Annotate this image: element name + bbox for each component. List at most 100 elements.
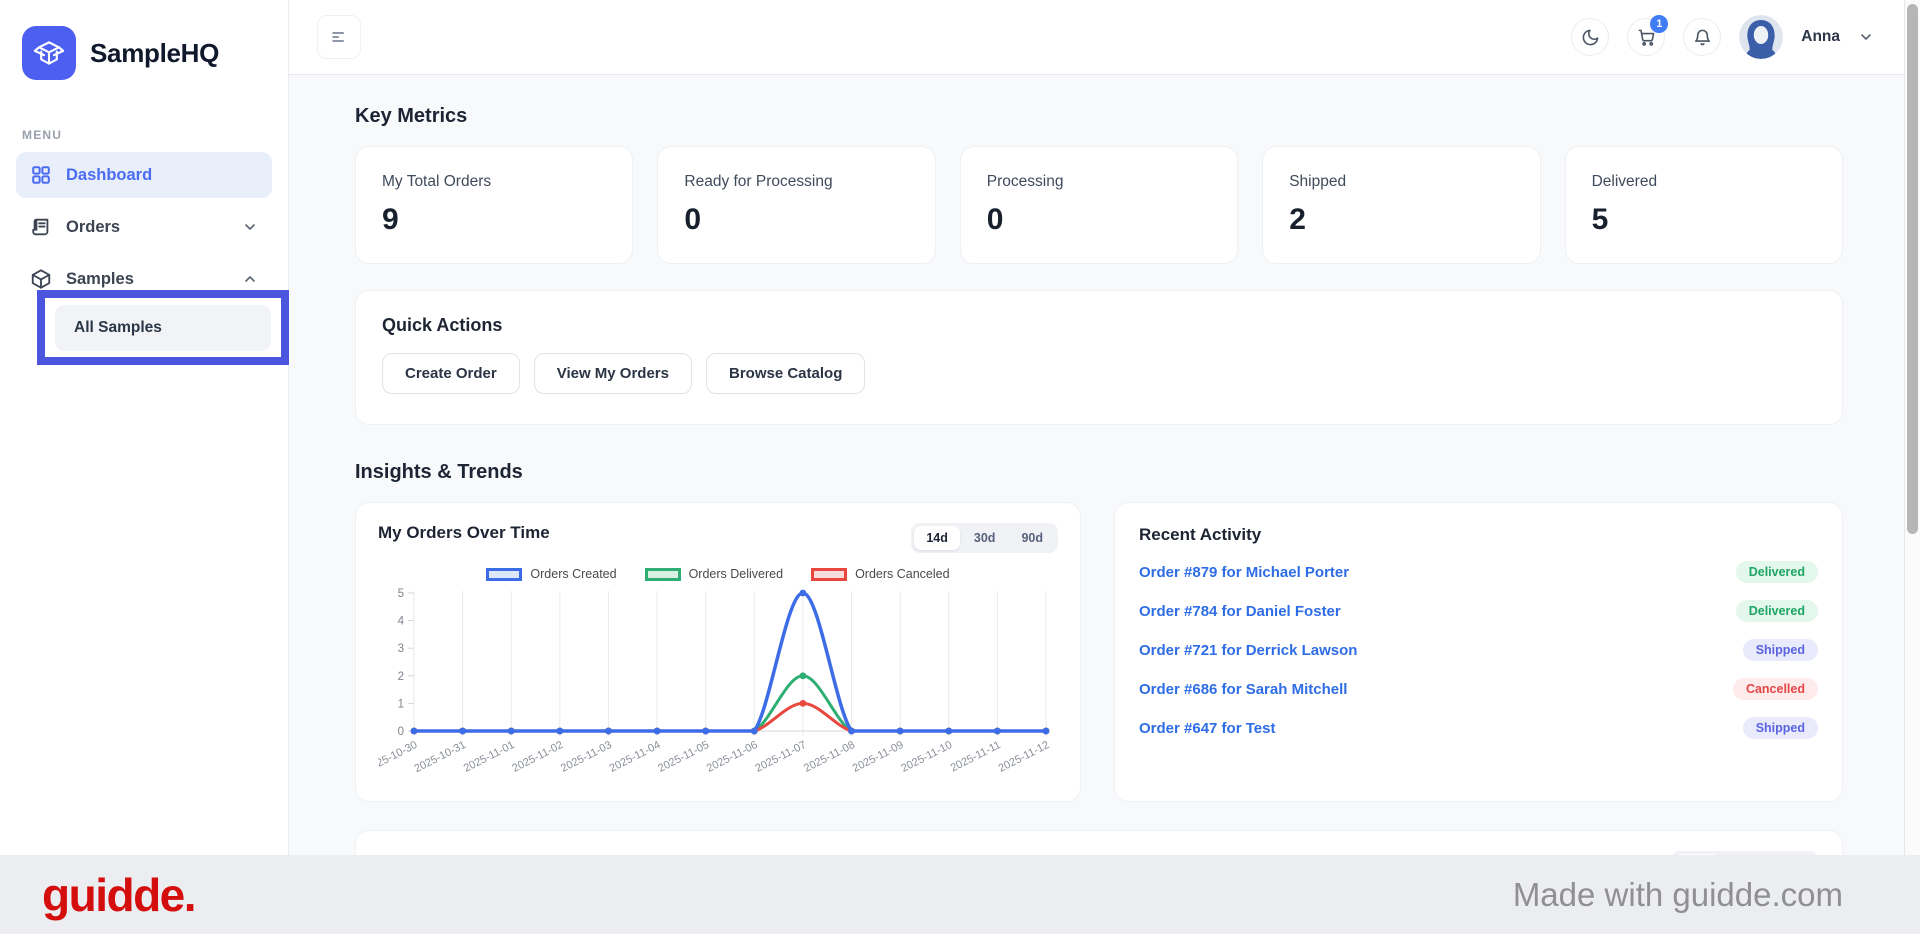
legend-item[interactable]: Orders Canceled: [811, 567, 950, 581]
activity-row: Order #647 for Test Shipped: [1139, 716, 1818, 740]
range-option-90d[interactable]: 90d: [1021, 531, 1043, 545]
notifications-button[interactable]: [1683, 18, 1722, 56]
browse-catalog-button[interactable]: Browse Catalog: [706, 353, 866, 394]
status-badge: Cancelled: [1732, 678, 1818, 700]
view-my-orders-button[interactable]: View My Orders: [533, 353, 692, 394]
sidebar-item-label: Orders: [66, 217, 121, 236]
legend-item[interactable]: Orders Delivered: [644, 567, 784, 581]
range-option-14d[interactable]: 14d: [914, 526, 960, 550]
metric-card: Shipped 2: [1262, 146, 1541, 264]
metric-value: 0: [986, 203, 1004, 236]
legend-label: Orders Created: [530, 567, 617, 581]
moon-icon: [1582, 29, 1599, 45]
svg-text:3: 3: [398, 643, 404, 655]
recent-activity-title: Recent Activity: [1139, 525, 1262, 544]
footer-credit: Made with guidde.com: [1512, 875, 1843, 913]
svg-text:5: 5: [398, 588, 404, 600]
sidebar-toggle-button[interactable]: [317, 15, 361, 59]
chevron-down-icon: [245, 224, 255, 230]
metric-label: Ready for Processing: [684, 173, 833, 190]
legend-swatch-icon: [486, 567, 523, 581]
menu-section-label: MENU: [22, 128, 63, 142]
status-badge: Delivered: [1735, 561, 1818, 583]
svg-text:2025-11-06: 2025-11-06: [705, 739, 760, 775]
metric-card: Delivered 5: [1564, 146, 1843, 264]
chart-range-toggle: 14d 30d 90d: [911, 523, 1058, 553]
svg-text:2025-11-02: 2025-11-02: [510, 739, 565, 775]
status-badge: Delivered: [1735, 600, 1818, 622]
quick-actions-card: Quick Actions Create Order View My Orders…: [355, 290, 1843, 425]
range-option-30d[interactable]: 30d: [973, 531, 996, 545]
metrics-row: My Total Orders 9 Ready for Processing 0 Pro…: [355, 146, 1843, 264]
svg-text:0: 0: [398, 726, 404, 738]
legend-item[interactable]: Orders Created: [486, 567, 617, 581]
insights-row: My Orders Over Time 14d 30d 90d Orders Cre…: [355, 502, 1843, 802]
metric-value: 9: [382, 203, 399, 236]
scrollbar-thumb[interactable]: [1907, 4, 1918, 534]
sidebar-item-all-samples[interactable]: All Samples: [55, 304, 271, 351]
insights-title: Insights & Trends: [355, 461, 523, 483]
menu-icon: [332, 32, 344, 42]
svg-text:2025-11-10: 2025-11-10: [899, 739, 954, 775]
quick-actions-buttons: Create Order View My Orders Browse Catalog: [382, 353, 1816, 394]
activity-row: Order #686 for Sarah Mitchell Cancelled: [1139, 677, 1818, 701]
sidebar-item-label: Samples: [66, 269, 134, 288]
topbar: 1 Anna: [289, 0, 1904, 75]
status-badge: Shipped: [1742, 639, 1818, 661]
avatar[interactable]: [1739, 15, 1784, 59]
samples-icon: [31, 269, 51, 289]
orders-icon: [32, 218, 49, 236]
create-order-button[interactable]: Create Order: [382, 353, 520, 394]
order-link[interactable]: Order #879 for Michael Porter: [1139, 563, 1350, 581]
app-title: SampleHQ: [90, 37, 220, 68]
metric-card: Processing 0: [959, 146, 1239, 264]
legend-label: Orders Delivered: [688, 567, 784, 581]
sidebar-item-samples[interactable]: Samples: [16, 256, 272, 302]
metric-card: My Total Orders 9: [355, 146, 634, 264]
recent-activity-list: Order #879 for Michael Porter Delivered Or…: [1139, 560, 1818, 740]
bell-icon: [1694, 29, 1710, 45]
topbar-actions: 1 Anna: [1571, 15, 1874, 59]
svg-text:2025-11-01: 2025-11-01: [462, 739, 517, 775]
click-highlight-box: All Samples: [37, 290, 289, 365]
chart-legend: Orders Created Orders Delivered Orders Can…: [378, 567, 1058, 581]
metric-label: Delivered: [1591, 173, 1658, 190]
metric-value: 5: [1591, 203, 1609, 236]
sidebar-item-label: Dashboard: [66, 165, 153, 184]
svg-text:2025-11-09: 2025-11-09: [851, 739, 906, 775]
status-badge: Shipped: [1742, 717, 1818, 739]
svg-text:2025-10-30: 2025-10-30: [378, 739, 419, 775]
chevron-down-icon: [1861, 34, 1871, 40]
guidde-logo: guidde.: [42, 868, 197, 921]
order-link[interactable]: Order #647 for Test: [1139, 719, 1276, 737]
sidebar-item-dashboard[interactable]: Dashboard: [16, 152, 272, 198]
svg-text:1: 1: [398, 698, 404, 710]
activity-row: Order #879 for Michael Porter Delivered: [1139, 560, 1818, 584]
order-link[interactable]: Order #686 for Sarah Mitchell: [1139, 680, 1348, 698]
chevron-up-icon: [245, 276, 255, 282]
quick-actions-title: Quick Actions: [382, 315, 503, 335]
user-name: Anna: [1801, 28, 1840, 45]
svg-text:2025-11-07: 2025-11-07: [753, 739, 808, 775]
order-link[interactable]: Order #721 for Derrick Lawson: [1139, 641, 1358, 659]
guidde-footer: guidde. Made with guidde.com: [0, 855, 1920, 934]
metric-value: 0: [684, 203, 702, 236]
cart-button[interactable]: 1: [1627, 15, 1669, 56]
dashboard-icon: [32, 166, 50, 184]
svg-text:2025-10-31: 2025-10-31: [412, 739, 468, 775]
dark-mode-button[interactable]: [1571, 18, 1610, 56]
order-link[interactable]: Order #784 for Daniel Foster: [1139, 602, 1341, 620]
cart-badge: 1: [1650, 15, 1669, 33]
user-menu-chevron[interactable]: [1858, 29, 1874, 45]
sidebar-subitem-label: All Samples: [74, 318, 162, 336]
sidebar-item-orders[interactable]: Orders: [16, 204, 272, 250]
app-logo-icon: [22, 26, 76, 80]
main-content: Key Metrics My Total Orders 9 Ready for Pr…: [289, 75, 1904, 930]
cart-icon: [1638, 29, 1655, 46]
svg-text:2025-11-03: 2025-11-03: [559, 739, 614, 775]
svg-text:2: 2: [398, 671, 404, 683]
svg-text:2025-11-04: 2025-11-04: [608, 739, 663, 775]
sidebar: SampleHQ MENU Dashboard Orders: [0, 0, 289, 855]
legend-label: Orders Canceled: [855, 567, 950, 581]
